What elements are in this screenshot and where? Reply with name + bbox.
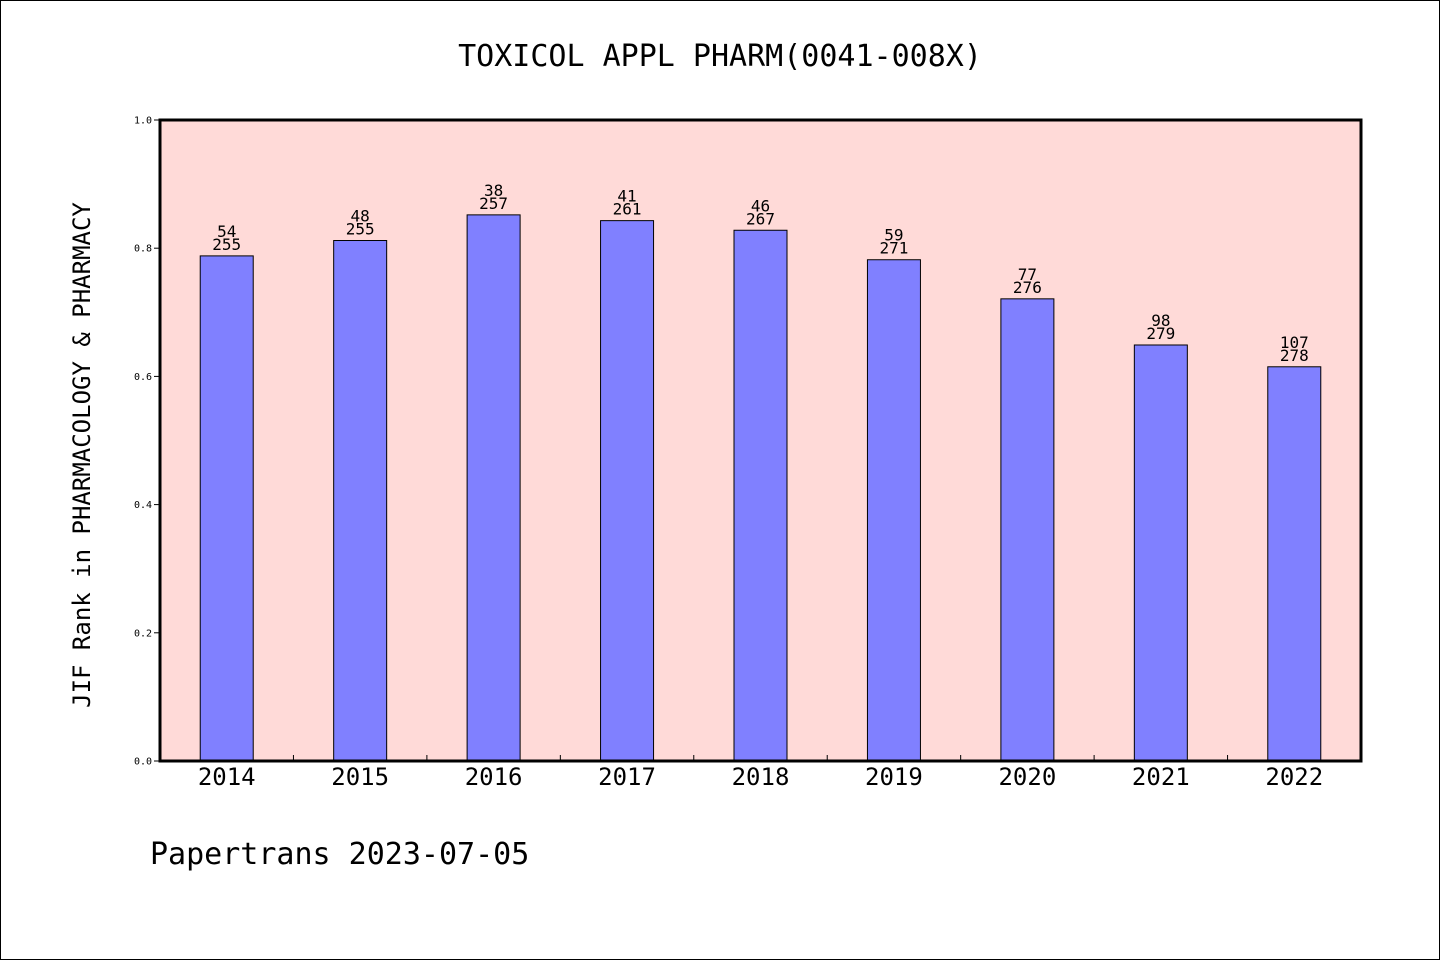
bar [1133, 344, 1188, 762]
rank-label: 54 [217, 222, 236, 241]
footer-credit: Papertrans 2023-07-05 [150, 837, 529, 872]
total-label: 276 [1013, 278, 1042, 297]
total-label: 257 [479, 194, 508, 213]
total-label: 255 [212, 235, 241, 254]
x-tick-label: 2020 [998, 763, 1056, 791]
x-tick-label: 2017 [598, 763, 656, 791]
total-label: 261 [613, 200, 642, 219]
chart-title: TOXICOL APPL PHARM(0041-008X) [458, 39, 982, 74]
x-tick-label: 2021 [1132, 763, 1190, 791]
rank-label: 59 [884, 226, 903, 245]
y-tick-label: 0.4 [134, 500, 152, 511]
bar [199, 255, 254, 762]
y-tick-label: 0.8 [134, 244, 152, 255]
x-axis: 2014 2015 2016 2017 2018 2019 2020 2021 2022 [198, 755, 1323, 791]
y-tick-label: 0.6 [134, 372, 152, 383]
y-axis-label: JIF Rank in PHARMACOLOGY & PHARMACY [68, 202, 96, 708]
x-tick-label: 2022 [1265, 763, 1323, 791]
bar [866, 259, 921, 762]
x-tick-label: 2018 [732, 763, 790, 791]
y-tick-label: 0.0 [134, 757, 152, 768]
y-tick-label: 1.0 [134, 116, 152, 127]
x-tick-label: 2019 [865, 763, 923, 791]
total-label: 255 [346, 220, 375, 239]
bar [333, 240, 388, 762]
rank-label: 107 [1280, 333, 1309, 352]
rank-label: 77 [1018, 265, 1037, 284]
y-axis: 0.0 0.2 0.4 0.6 0.8 1.0 [134, 116, 160, 768]
x-tick-label: 2016 [465, 763, 523, 791]
x-tick-label: 2015 [331, 763, 389, 791]
rank-label: 48 [351, 207, 370, 226]
bar [1000, 298, 1055, 762]
y-tick-label: 0.2 [134, 628, 152, 639]
bars-group [199, 214, 1322, 762]
rank-label: 38 [484, 181, 503, 200]
bar [466, 214, 521, 762]
rank-label: 98 [1151, 311, 1170, 330]
bar [733, 229, 788, 762]
rank-label: 46 [751, 196, 770, 215]
total-label: 267 [746, 209, 775, 228]
plot-border [158, 118, 1363, 763]
bar [600, 220, 655, 762]
total-label: 278 [1280, 346, 1309, 365]
bar [1267, 366, 1322, 762]
x-tick-label: 2014 [198, 763, 256, 791]
rank-label: 41 [617, 187, 636, 206]
total-label: 271 [879, 239, 908, 258]
total-label: 279 [1146, 324, 1175, 343]
